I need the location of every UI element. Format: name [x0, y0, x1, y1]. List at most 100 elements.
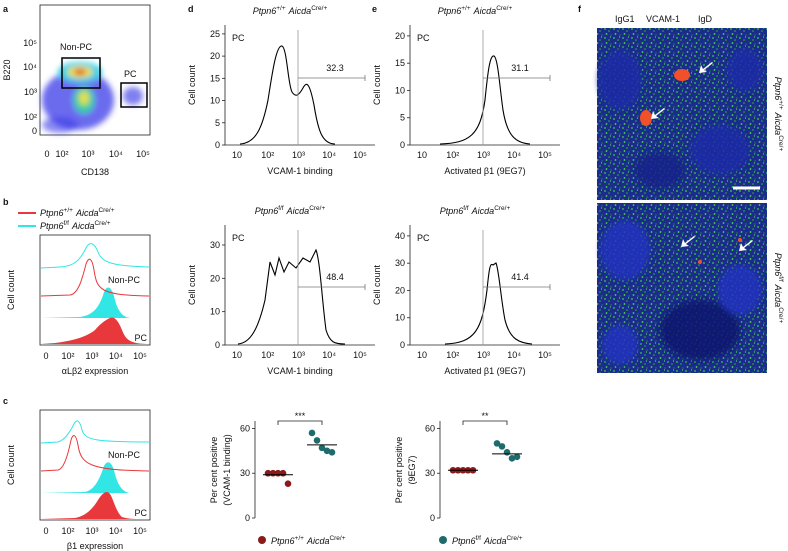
genotype-part: +/+ [461, 5, 471, 12]
histogram [40, 243, 150, 269]
histogram [439, 55, 531, 145]
y-tick-label: 0 [215, 340, 220, 350]
dot [503, 449, 511, 456]
x-axis-label: αLβ2 expression [62, 366, 128, 376]
y-axis-label: Cell count [6, 269, 16, 310]
x-tick-label: 10 [232, 150, 242, 160]
flow-plot [39, 4, 151, 136]
x-tick-label: 10⁴ [109, 526, 123, 536]
x-tick-label: 10 [232, 350, 242, 360]
dot [513, 453, 521, 461]
x-tick-label: 10⁵ [538, 350, 552, 360]
genotype-part: Cre/+ [309, 205, 325, 212]
genotype-part: Aicda [483, 536, 507, 546]
y-tick-label: 0 [400, 140, 405, 150]
y-tick-label: 10³ [24, 87, 37, 97]
histogram [237, 248, 346, 345]
genotype-part: Aicda [773, 112, 783, 136]
population-label: PC [232, 233, 245, 243]
stain-label: IgG1 [615, 14, 635, 24]
bracket [462, 420, 508, 425]
x-axis-label: Activated β1 (9EG7) [444, 366, 525, 376]
x-tick-label: 0 [43, 351, 48, 361]
y-axis-label: Per cent positive [394, 437, 404, 504]
x-tick-label: 10⁵ [353, 350, 367, 360]
x-tick-label: 10 [417, 350, 427, 360]
x-tick-label: 10⁴ [322, 350, 336, 360]
x-axis-label: Activated β1 (9EG7) [444, 166, 525, 176]
y-tick-label: 20 [210, 273, 220, 283]
x-tick-label: 10⁴ [322, 150, 336, 160]
shape [660, 300, 740, 360]
histogram [239, 45, 336, 145]
x-tick-label: 10² [446, 350, 459, 360]
micrographs [597, 28, 767, 373]
y-tick-label: 5 [215, 118, 220, 128]
x-tick-label: 0 [43, 526, 48, 536]
dot [279, 469, 287, 477]
y-axis-label: Cell count [372, 64, 382, 105]
genotype-part: Ptpn6 [40, 208, 64, 218]
genotype-label: Ptpn6+/+AicdaCre/+ [773, 77, 784, 152]
genotype-part: Aicda [71, 221, 95, 231]
shape [79, 91, 89, 105]
x-tick-label: 10 [417, 150, 427, 160]
gate [483, 284, 551, 290]
gate [298, 284, 366, 290]
y-axis-label: Cell count [372, 264, 382, 305]
y-tick-label: 60 [240, 423, 250, 433]
genotype-part: Aicda [473, 6, 497, 16]
genotype-part: Cre/+ [494, 205, 510, 212]
dot [493, 440, 501, 447]
genotype-part: +/+ [276, 5, 286, 12]
follicles [598, 48, 763, 365]
population-label: Non-PC [108, 275, 141, 285]
gate-percent: 41.4 [511, 272, 529, 282]
stain-label: VCAM-1 [646, 14, 680, 24]
y-tick-label: 60 [425, 423, 435, 433]
histogram [41, 287, 149, 318]
shape [602, 325, 638, 365]
x-tick-label: 10² [61, 526, 74, 536]
genotype-part: Cre/+ [98, 207, 114, 214]
genotype-part: Ptpn6 [255, 206, 279, 216]
histogram-curves [237, 45, 533, 345]
shape [651, 108, 665, 119]
genotype-part: f/f [463, 205, 469, 212]
arrows [651, 62, 753, 251]
genotype-label: Ptpn6+/+AicdaCre/+ [253, 5, 328, 16]
y-tick-label: 0 [32, 126, 37, 136]
x-tick-label: 10⁴ [507, 350, 521, 360]
histogram [41, 492, 149, 519]
gate [61, 57, 101, 89]
y-tick-label: 10 [210, 307, 220, 317]
panel-label: b [3, 197, 9, 207]
genotype-part: Aicda [306, 536, 330, 546]
gate-percent: 32.3 [326, 63, 344, 73]
genotype-part: Ptpn6 [253, 6, 277, 16]
histogram-stack [39, 409, 151, 521]
gate [120, 82, 148, 108]
genotype-part: Ptpn6 [438, 6, 462, 16]
population-label: PC [134, 508, 147, 518]
x-tick-label: 10⁴ [507, 150, 521, 160]
genotype-part: Aicda [773, 284, 783, 308]
histogram [41, 317, 149, 344]
gate [298, 75, 366, 81]
x-tick-label: 10² [61, 351, 74, 361]
frame [39, 4, 151, 136]
x-axis-label: VCAM-1 binding [267, 366, 333, 376]
x-axis-label: VCAM-1 binding [267, 166, 333, 176]
axes [224, 25, 375, 146]
shape [718, 265, 762, 315]
shape [699, 62, 713, 73]
population-label: PC [134, 333, 147, 343]
gate-label: Non-PC [60, 42, 93, 52]
x-tick-label: 10² [55, 149, 68, 159]
x-tick-label: 10³ [292, 150, 305, 160]
legend-swatch [439, 536, 447, 544]
y-tick-label: 10⁵ [23, 38, 37, 48]
axes [409, 225, 560, 346]
y-tick-label: 0 [430, 513, 435, 523]
